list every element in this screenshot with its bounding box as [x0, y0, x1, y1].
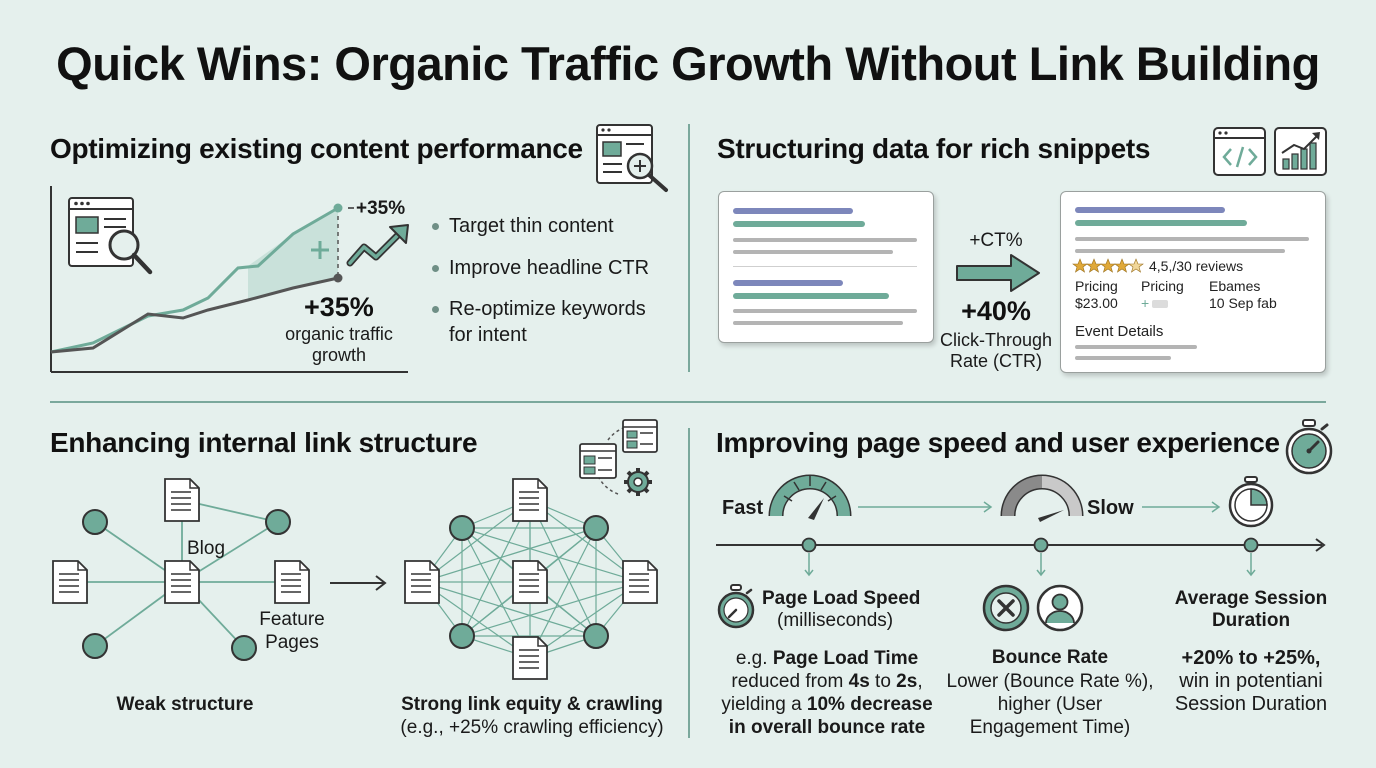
snippet-col3-value: 10 Sep fab: [1209, 295, 1277, 311]
snippet-col2-label: Pricing: [1141, 278, 1184, 294]
metric-session-title-1: Average Session: [1174, 588, 1328, 609]
transition-arrow-icon: [330, 575, 387, 591]
strong-structure-label-2: (e.g., +25% crawling efficiency): [400, 717, 664, 738]
page-magnifier-icon: [596, 124, 668, 192]
timer-icon: [1228, 476, 1274, 528]
snippet-col1-label: Pricing: [1075, 278, 1118, 294]
ctr-stat: +40%: [961, 296, 1031, 326]
bar-chart-icon: [1274, 127, 1327, 176]
vertical-divider-top: [688, 124, 690, 372]
bullet-item: Improve headline CTR: [432, 257, 649, 280]
progress-arrow-2: [1142, 501, 1221, 513]
arrow-right-icon: [956, 254, 1040, 292]
rich-snippet-card: 4,5,/30 reviews Pricing $23.00 Pricing +…: [1060, 191, 1326, 373]
snippet-col3-label: Ebames: [1209, 278, 1261, 294]
snippet-col2-value: +: [1141, 295, 1169, 311]
progress-arrow-1: [858, 501, 993, 513]
snippet-col1-value: $23.00: [1075, 295, 1118, 311]
ctr-label-2: Rate (CTR): [949, 351, 1042, 371]
metric-page-load-title: Page Load Speed: [762, 588, 921, 609]
ctr-arrow-label: +CT%: [969, 230, 1023, 251]
page-load-stopwatch-icon: [717, 584, 755, 629]
metric-page-load-description: e.g. Page Load Time reduced from 4s to 2…: [721, 648, 933, 738]
fast-label: Fast: [722, 497, 764, 519]
browser-magnifier-icon: [68, 197, 153, 275]
stopwatch-icon: [1285, 419, 1333, 475]
ctr-label-1: Click-Through: [939, 330, 1053, 350]
horizontal-divider: [50, 401, 1326, 403]
page-title: Quick Wins: Organic Traffic Growth Witho…: [56, 37, 1320, 90]
trend-arrow-icon: [346, 224, 409, 267]
metric-bounce-description: Lower (Bounce Rate %), higher (User Enga…: [946, 671, 1154, 738]
code-window-icon: [1213, 127, 1266, 176]
weak-structure-label: Weak structure: [116, 694, 254, 715]
section-page-speed-heading: Improving page speed and user experience: [716, 427, 1280, 458]
metric-session-description: +20% to +25%, win in potentiani Session …: [1174, 647, 1328, 715]
feature-pages-label-2: Pages: [265, 632, 319, 653]
slow-gauge-icon: [1000, 474, 1084, 522]
organic-growth-label-2: growth: [311, 345, 367, 365]
timeline-axis: [716, 537, 1326, 577]
bullet-item: Target thin content: [432, 215, 614, 238]
rating-text: 4,5,/30 reviews: [1149, 258, 1244, 274]
metric-page-load-sub: (milliseconds): [777, 610, 894, 631]
feature-pages-label-1: Feature: [259, 609, 325, 630]
organic-growth-label-1: organic traffic: [285, 324, 393, 344]
blog-label: Blog: [187, 538, 226, 559]
weak-structure-network: [52, 478, 310, 661]
bullet-item: Re-optimize keywords: [432, 298, 646, 321]
traffic-growth-chart: [50, 186, 408, 373]
metric-session-title-2: Duration: [1211, 610, 1291, 631]
linked-pages-gear-icon: [579, 419, 658, 496]
user-avatar-icon: [1036, 584, 1084, 632]
chart-growth-tag: +35%: [356, 198, 406, 219]
section-optimizing-heading: Optimizing existing content performance: [50, 133, 583, 164]
bullet-item-continuation: for intent: [449, 324, 527, 346]
star-rating-icon: [1072, 258, 1144, 273]
fast-gauge-icon: [768, 474, 852, 520]
event-details-label: Event Details: [1075, 323, 1164, 340]
search-result-card-plain: [718, 191, 934, 343]
section-internal-links-heading: Enhancing internal link structure: [50, 427, 478, 458]
metric-bounce-title: Bounce Rate: [991, 647, 1109, 668]
organic-growth-stat: +35%: [304, 292, 374, 322]
section-structuring-heading: Structuring data for rich snippets: [717, 133, 1151, 164]
slow-label: Slow: [1087, 497, 1134, 519]
strong-structure-network: [404, 478, 658, 680]
strong-structure-label-1: Strong link equity & crawling: [401, 694, 663, 715]
vertical-divider-bottom: [688, 428, 690, 738]
bounce-close-icon: [982, 584, 1030, 632]
